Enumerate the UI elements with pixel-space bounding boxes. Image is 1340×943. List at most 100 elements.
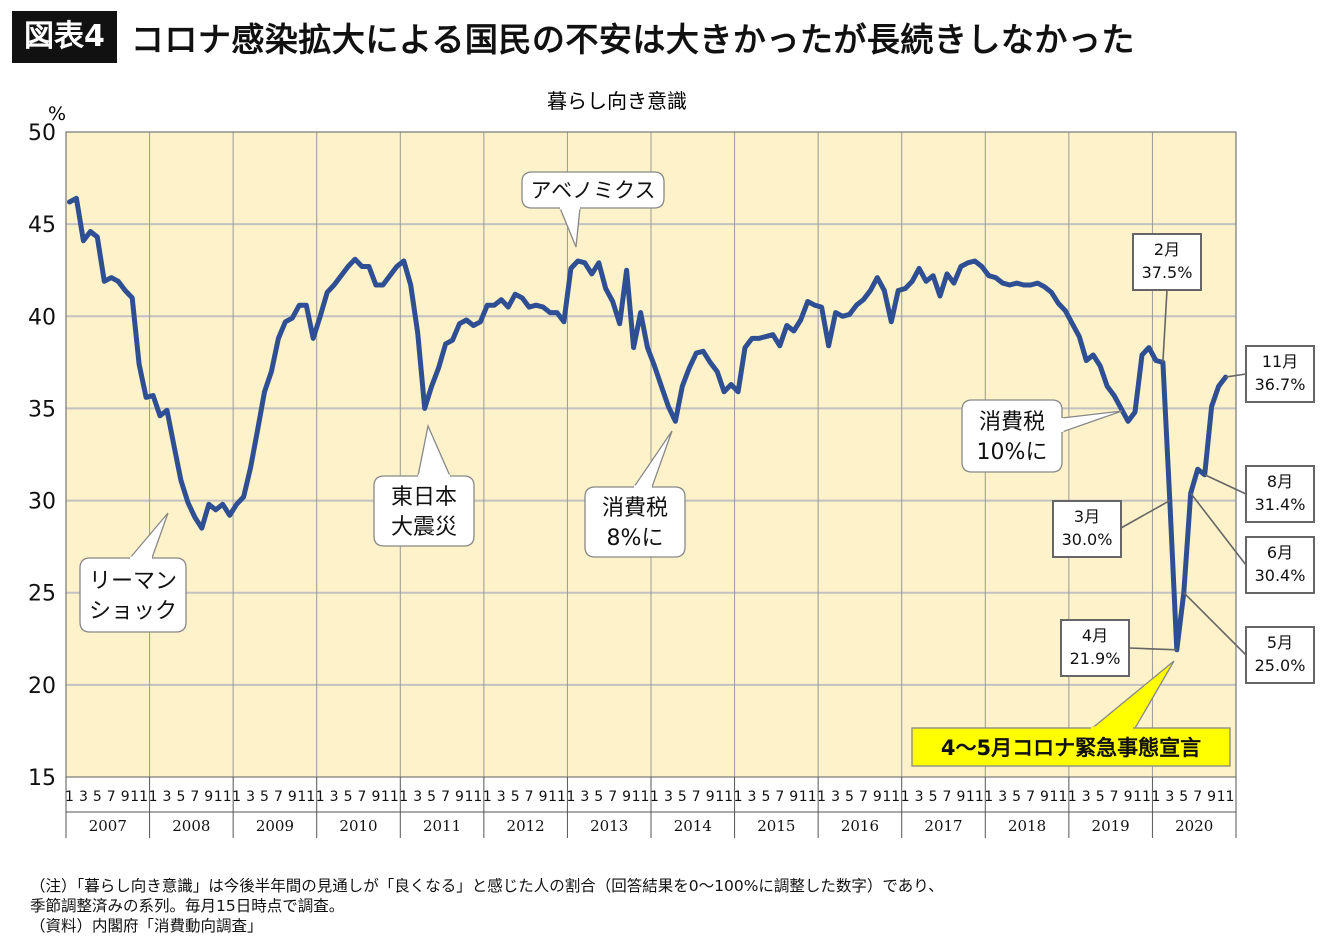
callout-text: ショック	[89, 599, 177, 624]
month-tick-label: 3	[163, 789, 172, 805]
month-tick-label: 3	[1165, 789, 1174, 805]
leader-line	[1204, 474, 1247, 495]
month-tick-label: 5	[93, 789, 102, 805]
month-tick-label: 7	[943, 789, 952, 805]
month-tick-label: 7	[1193, 789, 1202, 805]
month-tick-label: 7	[608, 789, 617, 805]
month-tick-label: 7	[107, 789, 116, 805]
month-tick-label: 7	[441, 789, 450, 805]
month-tick-label: 3	[748, 789, 757, 805]
y-tick-label: 20	[28, 674, 56, 699]
callout-box	[79, 557, 187, 633]
callout-text: 大震災	[391, 515, 457, 540]
month-tick-label: 3	[831, 789, 840, 805]
year-label: 2011	[423, 817, 461, 835]
month-tick-label: 5	[1096, 789, 1105, 805]
year-label: 2018	[1008, 817, 1046, 835]
month-tick-label: 5	[761, 789, 770, 805]
month-tick-label: 5	[176, 789, 185, 805]
month-tick-label: 11	[715, 789, 733, 805]
value-percent: 30.4%	[1255, 566, 1306, 585]
year-label: 2007	[89, 817, 127, 835]
month-tick-label: 9	[789, 789, 798, 805]
month-tick-label: 3	[664, 789, 673, 805]
figure-notes: （注）「暮らし向き意識」は今後半年間の見通しが「良くなる」と感じた人の割合（回答…	[30, 876, 944, 936]
month-tick-label: 5	[678, 789, 687, 805]
month-tick-label: 5	[845, 789, 854, 805]
month-tick-label: 1	[734, 789, 743, 805]
callout-box	[961, 399, 1063, 473]
y-tick-label: 30	[28, 490, 56, 515]
month-tick-label: 1	[399, 789, 408, 805]
year-label: 2015	[757, 817, 795, 835]
month-tick-label: 9	[1124, 789, 1133, 805]
value-month: 8月	[1267, 472, 1293, 491]
emergency-text: 4〜5月コロナ緊急事態宣言	[941, 736, 1201, 760]
callout-text: アベノミクス	[531, 179, 656, 203]
callout-text: 10%に	[977, 440, 1048, 465]
value-percent: 30.0%	[1062, 530, 1113, 549]
leader-line	[1128, 647, 1177, 651]
callout-tax10: 消費税 10%に	[961, 399, 1123, 473]
month-tick-label: 11	[548, 789, 566, 805]
year-label: 2010	[339, 817, 377, 835]
month-tick-label: 11	[297, 789, 315, 805]
month-tick-label: 1	[65, 789, 74, 805]
month-tick-label: 5	[1179, 789, 1188, 805]
value-label-mar: 3月 30.0%	[1052, 499, 1171, 558]
callout-box	[373, 475, 475, 547]
month-tick-label: 3	[915, 789, 924, 805]
year-label: 2012	[507, 817, 545, 835]
callout-abenomics: アベノミクス	[521, 171, 665, 248]
month-tick-label: 1	[149, 789, 158, 805]
month-tick-label: 3	[413, 789, 422, 805]
month-tick-label: 11	[214, 789, 232, 805]
year-label: 2019	[1092, 817, 1130, 835]
month-tick-label: 11	[464, 789, 482, 805]
month-tick-label: 1	[316, 789, 325, 805]
month-tick-label: 11	[1049, 789, 1067, 805]
month-tick-label: 9	[873, 789, 882, 805]
month-tick-label: 5	[511, 789, 520, 805]
figure-header: 図表4 コロナ感染拡大による国民の不安は大きかったが長続きしなかった	[12, 10, 1135, 64]
month-tick-label: 11	[1217, 789, 1235, 805]
value-box	[1245, 626, 1315, 684]
leader-line	[1183, 592, 1247, 656]
month-tick-label: 11	[1133, 789, 1151, 805]
callout-text: 東日本	[391, 485, 457, 510]
month-tick-label: 1	[650, 789, 659, 805]
month-tick-label: 11	[130, 789, 148, 805]
callout-text: リーマン	[89, 569, 177, 594]
month-tick-label: 11	[966, 789, 984, 805]
month-tick-label: 9	[706, 789, 715, 805]
month-tick-label: 7	[358, 789, 367, 805]
figure-headline: コロナ感染拡大による国民の不安は大きかったが長続きしなかった	[130, 20, 1135, 59]
month-tick-label: 11	[632, 789, 650, 805]
value-percent: 21.9%	[1070, 649, 1121, 668]
figure-badge: 図表4	[12, 11, 117, 63]
month-tick-label: 11	[799, 789, 817, 805]
value-month: 2月	[1154, 240, 1180, 259]
chart-title: 暮らし向き意識	[547, 89, 687, 113]
year-label: 2014	[674, 817, 712, 835]
month-tick-label: 7	[775, 789, 784, 805]
leader-line	[1225, 373, 1247, 378]
month-tick-label: 9	[204, 789, 213, 805]
month-tick-label: 9	[455, 789, 464, 805]
value-box	[1052, 500, 1122, 558]
month-tick-label: 7	[525, 789, 534, 805]
month-tick-label: 3	[330, 789, 339, 805]
value-month: 6月	[1267, 543, 1293, 562]
month-tick-label: 9	[622, 789, 631, 805]
value-label-jun: 6月 30.4%	[1190, 492, 1315, 594]
series-line	[67, 195, 1229, 653]
month-tick-label: 9	[539, 789, 548, 805]
value-label-feb: 2月 37.5%	[1132, 233, 1202, 363]
month-tick-label: 3	[246, 789, 255, 805]
value-month: 11月	[1262, 352, 1298, 371]
callout-text: 消費税	[602, 496, 668, 521]
month-tick-label: 5	[260, 789, 269, 805]
value-percent: 36.7%	[1255, 375, 1306, 394]
